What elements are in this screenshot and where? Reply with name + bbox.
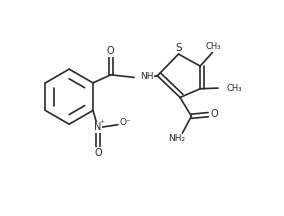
Text: CH₃: CH₃	[205, 42, 221, 51]
Text: NH: NH	[140, 72, 153, 81]
Text: S: S	[175, 43, 182, 53]
Text: O: O	[107, 46, 115, 56]
Text: NH₂: NH₂	[168, 134, 185, 143]
Text: N: N	[94, 122, 102, 132]
Text: CH₃: CH₃	[226, 84, 242, 93]
Text: O: O	[94, 148, 102, 157]
Text: +: +	[99, 119, 105, 124]
Text: O⁻: O⁻	[120, 118, 131, 127]
Text: O: O	[210, 109, 218, 119]
